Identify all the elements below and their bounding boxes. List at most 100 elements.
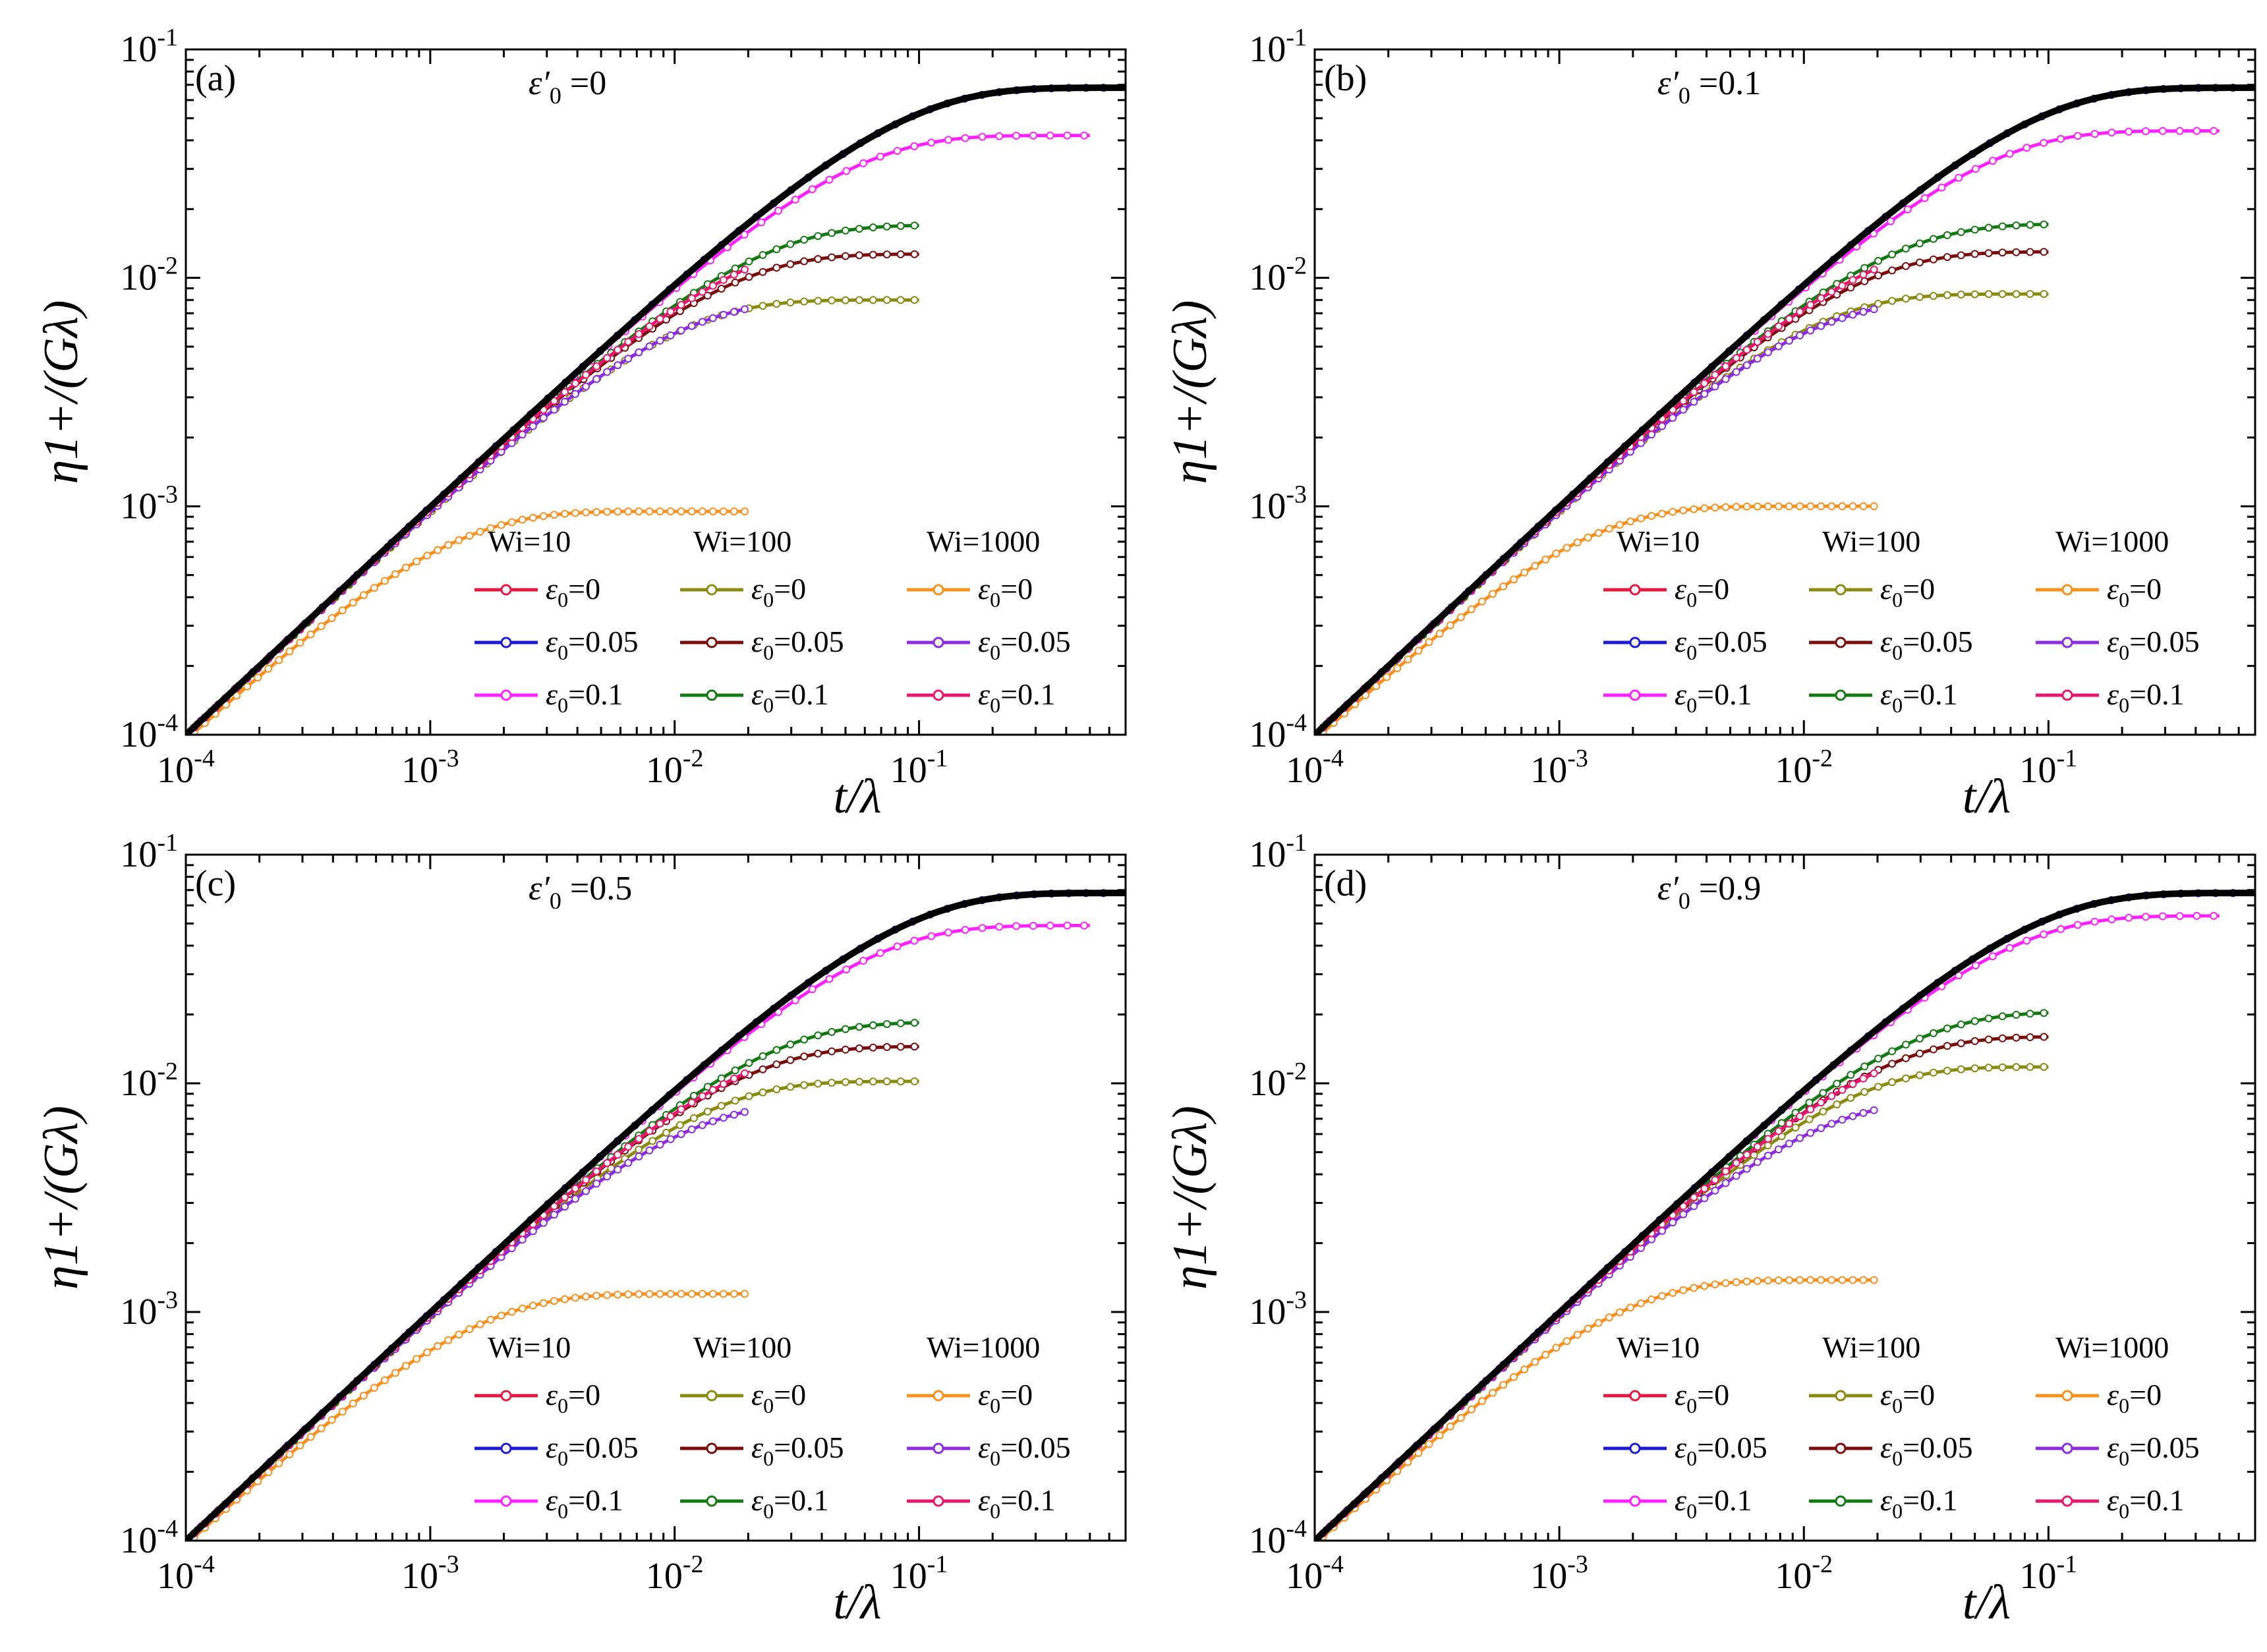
series-marker — [359, 591, 368, 600]
series-marker — [1791, 1124, 1800, 1132]
legend-subscript: 0 — [1892, 588, 1903, 612]
series-marker — [910, 296, 919, 304]
series-marker — [786, 1083, 795, 1091]
series-marker — [486, 524, 495, 532]
series-marker — [842, 167, 851, 175]
y-tick-label: 10-4 — [1249, 709, 1307, 755]
series-marker — [1785, 1276, 1793, 1284]
series-marker — [603, 1291, 612, 1299]
legend-column-header: Wi=10 — [1617, 525, 1700, 558]
legend-swatch-marker — [500, 637, 512, 648]
series-marker — [2026, 1033, 2034, 1041]
series-marker — [1970, 225, 1979, 234]
series-marker — [828, 296, 836, 304]
legend-entry-label: ε0=0 — [546, 1378, 600, 1417]
legend-subscript: 0 — [1686, 1394, 1697, 1417]
x-axis-label: t/λ — [1963, 770, 2011, 824]
series-marker — [1764, 1276, 1772, 1285]
legend-subscript: 0 — [1892, 1394, 1903, 1417]
tick-base: 10 — [157, 1556, 194, 1597]
series-marker — [1859, 1109, 1868, 1117]
series-marker — [455, 1330, 463, 1339]
series-marker — [719, 507, 728, 516]
series-marker — [708, 314, 717, 322]
series-marker — [550, 397, 558, 405]
series-marker — [1860, 1062, 1869, 1071]
axis-ticks — [1313, 48, 2256, 736]
tick-exponent: -4 — [157, 1515, 178, 1543]
series-marker — [1998, 222, 2007, 231]
legend-symbol: ε — [978, 625, 990, 658]
series-marker — [614, 345, 622, 354]
series-marker — [1972, 961, 1980, 970]
series-marker — [624, 1158, 633, 1167]
series-marker — [1984, 249, 1993, 258]
series-line — [1315, 86, 2239, 735]
series-marker — [910, 250, 919, 258]
legend-symbol: ε — [546, 1431, 558, 1464]
series-marker — [1833, 1100, 1841, 1108]
legend-symbol: ε — [751, 625, 764, 658]
legend-entry-label: ε0=0 — [1675, 1378, 1729, 1417]
series-marker — [1943, 1024, 1951, 1033]
legend-value: =0.1 — [1903, 1483, 1957, 1517]
series-marker — [703, 291, 712, 300]
series-marker — [1870, 305, 1878, 314]
series-marker — [927, 138, 936, 147]
series-marker — [719, 1080, 728, 1089]
series-marker — [1870, 1069, 1878, 1077]
series-marker — [1700, 504, 1709, 513]
series-marker — [1753, 1158, 1762, 1166]
series-marker — [1957, 291, 1965, 299]
series-marker — [635, 1135, 643, 1143]
series-marker — [1393, 664, 1402, 672]
series-marker — [814, 297, 822, 305]
legend-swatch-marker — [706, 1442, 718, 1454]
series-marker — [1819, 1089, 1827, 1097]
legend-swatch-marker — [706, 637, 718, 648]
series-marker — [2073, 921, 2082, 929]
plot-frame — [1313, 48, 2256, 736]
series-marker — [814, 1031, 822, 1040]
legend-value: =0 — [568, 572, 600, 606]
annotation-value: =0.5 — [561, 870, 632, 907]
series-marker — [828, 1047, 836, 1056]
series-marker — [741, 507, 749, 516]
series-marker — [2040, 290, 2048, 299]
series-marker — [328, 1415, 336, 1424]
chart-panel-a: 10-4 10-3 10-2 10-110-410-310-210-1t/λη1+/(… — [34, 24, 1127, 824]
series-marker — [603, 1158, 612, 1167]
annotation-subscript: 0 — [550, 888, 561, 914]
series-marker — [1970, 290, 1979, 299]
series-marker — [592, 362, 601, 370]
series-marker — [698, 507, 706, 516]
series-marker — [876, 949, 884, 957]
legend-symbol: ε — [546, 1483, 558, 1517]
series-marker — [1711, 370, 1719, 379]
legend-symbol: ε — [978, 1431, 990, 1464]
series-marker — [882, 1020, 891, 1029]
series-marker — [1819, 1107, 1827, 1116]
series-marker — [645, 1127, 654, 1135]
legend-subscript: 0 — [1686, 693, 1697, 717]
legend-symbol: ε — [1880, 1483, 1893, 1517]
series-marker — [2026, 1010, 2034, 1018]
annotation-symbol: ε′ — [529, 870, 550, 907]
series-marker — [745, 1059, 753, 1068]
legend-entry-label: ε0=0.1 — [751, 677, 829, 717]
legend-symbol: ε — [2107, 1378, 2119, 1411]
legend-entry-label: ε0=0 — [2107, 572, 2162, 612]
series-marker — [1827, 287, 1836, 296]
series-marker — [1383, 673, 1391, 681]
legend-symbol: ε — [546, 677, 558, 711]
series-marker — [1838, 1116, 1847, 1124]
series-marker — [1849, 1276, 1857, 1284]
legend-symbol: ε — [751, 1378, 764, 1411]
series-line — [186, 1079, 919, 1541]
legend-swatch-marker — [1835, 1495, 1847, 1507]
series-marker — [1916, 293, 1924, 301]
series-marker — [402, 1361, 410, 1370]
series-marker — [731, 1097, 739, 1105]
series-marker — [656, 1290, 664, 1298]
series-marker — [1372, 682, 1381, 691]
